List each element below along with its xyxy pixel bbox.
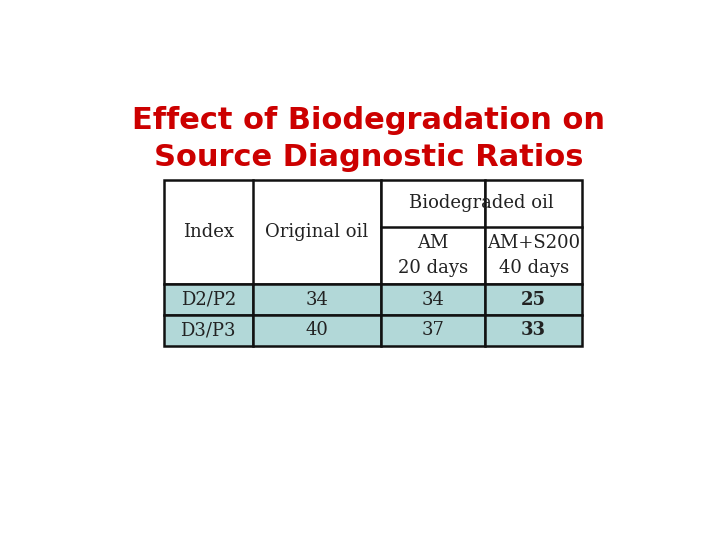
Text: 33: 33 [521,321,546,340]
Bar [381,180,485,284]
Bar [381,315,485,346]
Bar [253,315,381,346]
Text: Effect of Biodegradation on: Effect of Biodegradation on [132,106,606,135]
Text: Original oil: Original oil [265,223,369,241]
Bar [381,284,485,315]
Text: AM
20 days: AM 20 days [398,234,468,277]
Bar [163,284,253,315]
Bar [485,180,582,284]
Text: Source Diagnostic Ratios: Source Diagnostic Ratios [154,143,584,172]
Text: 40: 40 [305,321,328,340]
Text: D2/P2: D2/P2 [181,291,236,309]
Text: AM+S200
40 days: AM+S200 40 days [487,234,580,277]
Text: 37: 37 [421,321,444,340]
Text: Biodegraded oil: Biodegraded oil [409,194,554,212]
Text: D3/P3: D3/P3 [181,321,236,340]
Text: 34: 34 [305,291,328,309]
Bar [163,180,381,284]
Bar [163,315,253,346]
Bar [253,284,381,315]
Text: Index: Index [183,223,234,241]
Text: 25: 25 [521,291,546,309]
Text: 34: 34 [421,291,444,309]
Bar [485,315,582,346]
Bar [485,284,582,315]
